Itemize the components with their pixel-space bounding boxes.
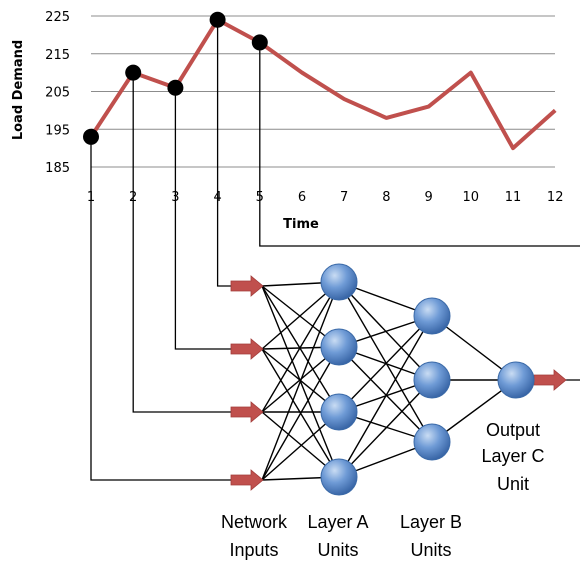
- connector-t5: [259, 42, 580, 247]
- label-layer-b-units: Layer B Units: [400, 512, 462, 560]
- edge-a3-b1: [338, 379, 433, 478]
- layer-b-node-1: [413, 297, 451, 335]
- svg-text:Inputs: Inputs: [229, 540, 278, 560]
- network-nodes: [320, 263, 535, 496]
- svg-text:Units: Units: [317, 540, 358, 560]
- label-network-inputs: Network Inputs: [221, 512, 288, 560]
- connector-t4: [216, 19, 232, 287]
- point-t5: [251, 34, 268, 51]
- network-input-arrows: [230, 275, 567, 491]
- point-t4: [209, 11, 226, 28]
- x-tick-7: 7: [340, 190, 348, 205]
- input-arrow-4: [230, 469, 264, 491]
- x-tick-6: 6: [298, 190, 306, 205]
- svg-text:Output: Output: [486, 420, 540, 440]
- edge-in3-a1: [261, 346, 340, 481]
- x-tick-12: 12: [547, 190, 564, 205]
- layer-a-node-2: [320, 328, 358, 366]
- svg-text:Layer B: Layer B: [400, 512, 462, 532]
- edge-a0-b2: [338, 281, 433, 443]
- svg-text:Units: Units: [410, 540, 451, 560]
- edge-a3-b0: [338, 315, 433, 478]
- y-tick-labels: 185 195 205 215 225: [45, 10, 70, 176]
- input-arrow-2: [230, 338, 264, 360]
- y-tick-185: 185: [45, 161, 70, 176]
- time-step-connectors: [90, 19, 580, 481]
- layer-b-node-3: [413, 423, 451, 461]
- sampled-points: [83, 11, 268, 145]
- edge-in0-a2: [261, 285, 340, 413]
- y-axis-title: Load Demand: [11, 40, 26, 140]
- x-axis-title: Time: [283, 217, 319, 232]
- x-tick-11: 11: [505, 190, 522, 205]
- edge-in3-a0: [261, 281, 340, 481]
- svg-text:Unit: Unit: [497, 474, 529, 494]
- connector-t3: [174, 87, 232, 350]
- x-tick-10: 10: [463, 190, 480, 205]
- x-tick-8: 8: [382, 190, 390, 205]
- input-arrow-1: [230, 275, 264, 297]
- layer-a-node-4: [320, 458, 358, 496]
- x-tick-9: 9: [424, 190, 432, 205]
- svg-text:Network: Network: [221, 512, 288, 532]
- label-output-layer-c-unit: Output Layer C Unit: [481, 420, 544, 494]
- point-t2: [125, 64, 142, 81]
- input-arrow-3: [230, 401, 264, 423]
- y-tick-205: 205: [45, 86, 70, 101]
- network-connections: [261, 281, 517, 481]
- edge-in2-a0: [261, 281, 340, 413]
- svg-text:Layer A: Layer A: [307, 512, 368, 532]
- point-t3: [167, 79, 184, 96]
- chart-gridlines: [91, 15, 555, 168]
- layer-b-node-2: [413, 361, 451, 399]
- svg-text:Layer C: Layer C: [481, 446, 544, 466]
- y-tick-195: 195: [45, 123, 70, 138]
- connector-t1: [90, 136, 232, 481]
- layer-a-node-3: [320, 393, 358, 431]
- edge-a1-b2: [338, 346, 433, 443]
- output-node: [497, 361, 535, 399]
- x-tick-labels: 1 2 3 4 5 6 7 8 9 10 11 12: [87, 190, 564, 205]
- y-tick-215: 215: [45, 48, 70, 63]
- edge-a2-b0: [338, 315, 433, 413]
- y-tick-225: 225: [45, 10, 70, 25]
- layer-a-node-1: [320, 263, 358, 301]
- point-t1: [83, 128, 99, 145]
- label-layer-a-units: Layer A Units: [307, 512, 368, 560]
- connector-t2: [132, 72, 232, 413]
- output-arrow: [533, 369, 567, 391]
